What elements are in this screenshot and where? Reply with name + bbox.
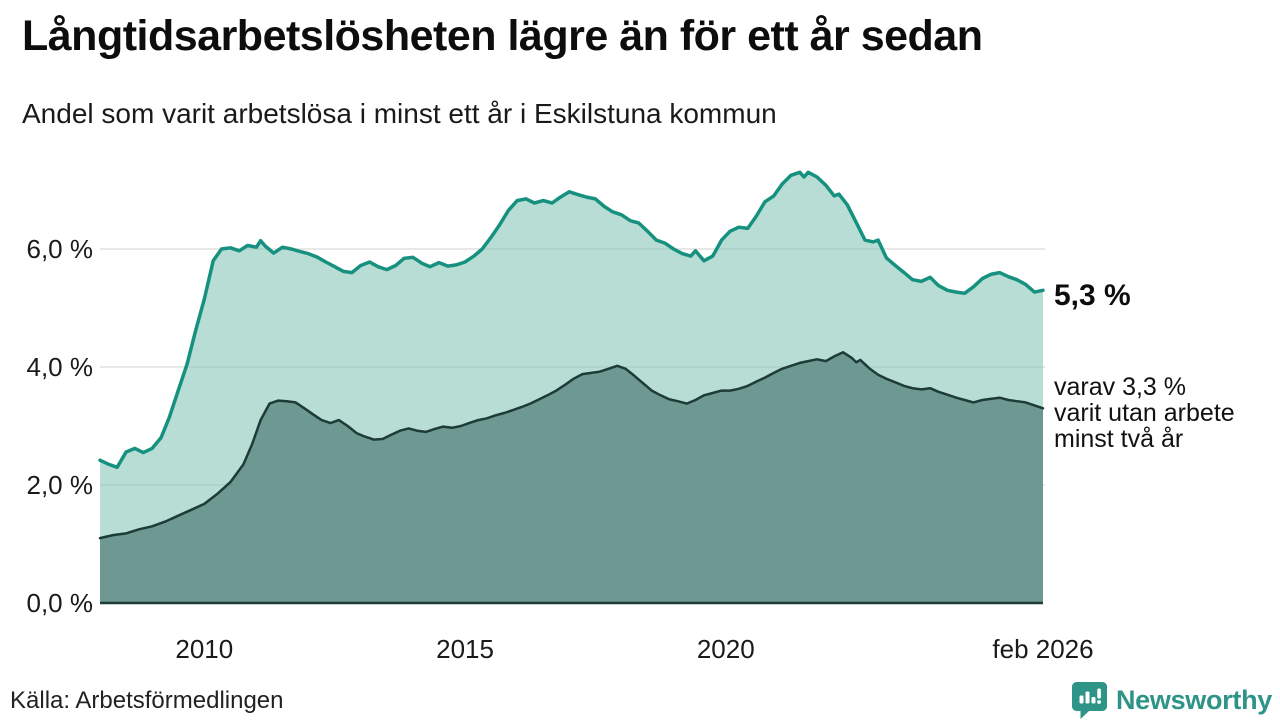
x-tick-label: 2010 [175,634,233,664]
annotation-line-3: minst två år [1054,425,1184,453]
annotation-line-1: varav 3,3 % [1054,373,1187,401]
series-area-two-years [100,352,1043,603]
newsworthy-logo: Newsworthy [1071,681,1272,719]
page-title: Långtidsarbetslösheten lägre än för ett … [22,12,983,60]
y-tick-label: 6,0 % [27,234,94,264]
annotation-line-2: varit utan arbete [1054,399,1235,427]
newsworthy-bubble-icon [1071,682,1107,719]
x-tick-label: feb 2026 [992,634,1093,664]
y-tick-label: 2,0 % [27,470,94,500]
source-credit: Källa: Arbetsförmedlingen [10,687,284,714]
chart-subtitle: Andel som varit arbetslösa i minst ett å… [22,98,777,129]
latest-total-label: 5,3 % [1054,279,1131,312]
y-tick-label: 0,0 % [27,588,94,618]
y-tick-label: 4,0 % [27,352,94,382]
series-line-total [98,170,1045,470]
x-tick-label: 2015 [436,634,494,664]
newsworthy-wordmark: Newsworthy [1115,684,1272,715]
series-line-two-years [98,351,1045,540]
x-tick-label: 2020 [697,634,755,664]
latest-two-year-label: varav 3,3 % varit utan arbete minst två … [1054,374,1274,452]
